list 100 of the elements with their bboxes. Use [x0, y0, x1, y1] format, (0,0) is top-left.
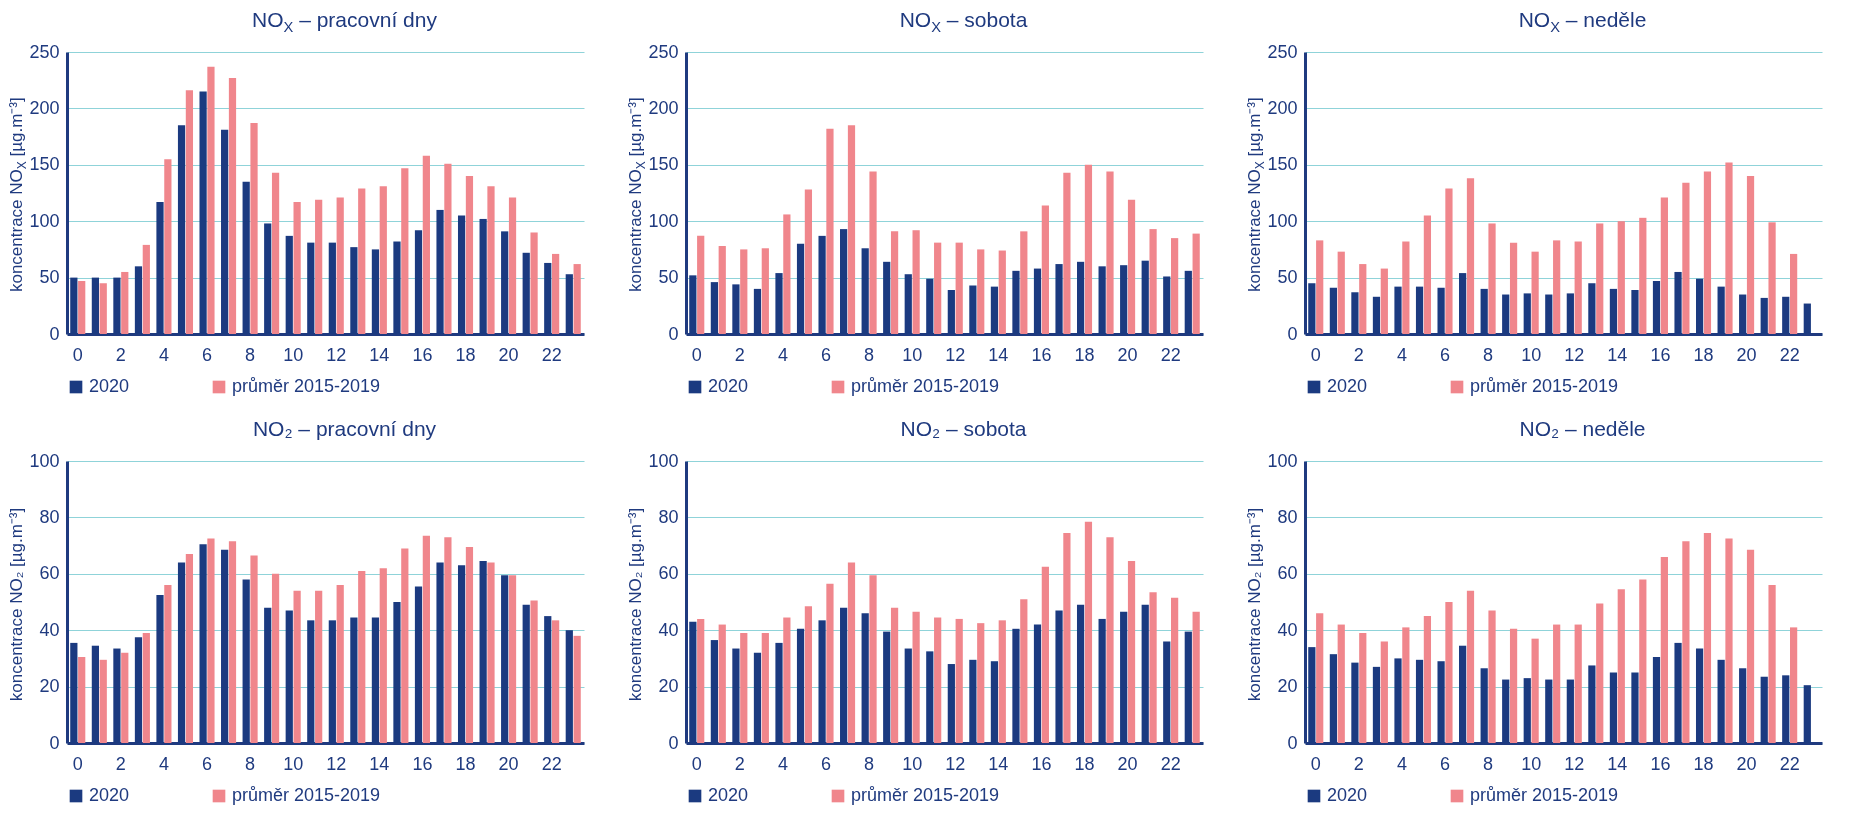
bar: [530, 232, 538, 334]
x-tick-label: 20: [498, 753, 519, 774]
y-tick-label: 20: [658, 676, 679, 697]
bar: [783, 214, 791, 334]
bar: [1790, 253, 1798, 334]
x-tick-label: 22: [541, 753, 562, 774]
x-tick-label: 18: [1074, 753, 1095, 774]
x-tick-label: 22: [1160, 344, 1181, 365]
chart-title: NO$_{X}$ – sobota: [898, 8, 1029, 36]
legend-label: 2020: [89, 785, 130, 805]
legend-label: průměr 2015-2019: [1470, 785, 1619, 805]
bar: [1509, 242, 1518, 334]
bar: [99, 659, 107, 743]
bar: [250, 123, 258, 334]
x-tick-label: 8: [1483, 344, 1494, 365]
bar: [1063, 172, 1071, 334]
bar: [1488, 610, 1496, 743]
bar: [1192, 611, 1200, 743]
bar: [121, 271, 129, 334]
y-axis-title: koncentrace NO₂ [µg.m⁻³]: [6, 507, 28, 701]
bar: [761, 633, 769, 743]
x-tick-label: 0: [72, 753, 83, 774]
x-tick-label: 16: [412, 753, 433, 774]
bar: [998, 250, 1006, 334]
legend-label: 2020: [89, 376, 130, 396]
bar: [1020, 599, 1028, 743]
x-tick-label: 14: [369, 753, 390, 774]
x-tick-label: 0: [1310, 344, 1321, 365]
x-tick-label: 18: [1693, 753, 1714, 774]
bar: [1703, 171, 1712, 334]
bar: [826, 583, 834, 743]
bar: [552, 253, 560, 334]
x-tick-label: 10: [902, 753, 923, 774]
bar: [1149, 229, 1157, 334]
y-tick-label: 50: [39, 267, 60, 288]
y-tick-label: 0: [668, 732, 679, 753]
x-tick-label: 2: [1353, 344, 1364, 365]
bar: [1041, 205, 1049, 334]
x-tick-label: 2: [115, 344, 126, 365]
x-tick-label: 6: [202, 753, 213, 774]
bar: [250, 555, 258, 743]
y-tick-label: 200: [29, 97, 60, 118]
bar: [1660, 197, 1668, 334]
y-tick-label: 150: [29, 154, 60, 175]
legend-label: průměr 2015-2019: [232, 785, 381, 805]
bar: [465, 547, 474, 743]
bar: [1106, 537, 1114, 743]
x-tick-label: 8: [245, 753, 256, 774]
bar: [1402, 627, 1410, 743]
x-tick-label: 20: [1736, 753, 1757, 774]
x-tick-label: 2: [734, 753, 745, 774]
bar: [1127, 199, 1136, 334]
bar: [1768, 222, 1776, 334]
bar: [718, 624, 726, 743]
x-tick-label: 18: [1074, 344, 1095, 365]
y-tick-label: 60: [658, 563, 679, 584]
bar: [1380, 268, 1388, 334]
bar: [422, 535, 430, 743]
bar: [1106, 171, 1114, 334]
bar: [142, 633, 150, 743]
y-tick-label: 150: [648, 154, 679, 175]
x-tick-label: 8: [1483, 753, 1494, 774]
y-tick-label: 100: [1267, 450, 1298, 471]
bar: [1660, 556, 1668, 743]
x-tick-label: 6: [1440, 344, 1451, 365]
bar: [336, 197, 344, 334]
bar: [1084, 164, 1093, 334]
bar: [401, 168, 409, 334]
x-tick-label: 22: [1160, 753, 1181, 774]
bar: [379, 186, 387, 334]
bar: [1639, 579, 1647, 743]
x-tick-label: 2: [1353, 753, 1364, 774]
bar: [1725, 162, 1733, 334]
y-tick-label: 0: [1287, 323, 1298, 344]
x-tick-label: 4: [1396, 753, 1407, 774]
bar: [1316, 240, 1324, 334]
bar: [1337, 624, 1345, 743]
bar: [934, 242, 942, 334]
bar: [955, 242, 963, 334]
chart-title: NO$_{X}$ – neděle: [1517, 8, 1648, 36]
bar: [1380, 641, 1388, 743]
bar: [358, 188, 366, 334]
bar: [1316, 613, 1324, 743]
bar: [573, 264, 581, 334]
y-tick-label: 80: [39, 506, 60, 527]
y-tick-label: 250: [29, 41, 60, 62]
legend-label: průměr 2015-2019: [1470, 376, 1619, 396]
bar: [1639, 217, 1647, 334]
legend-label: průměr 2015-2019: [232, 376, 381, 396]
x-tick-label: 14: [1607, 753, 1628, 774]
x-tick-label: 12: [326, 753, 347, 774]
bar: [912, 611, 920, 743]
bar: [573, 635, 581, 743]
y-tick-label: 100: [29, 450, 60, 471]
y-tick-label: 100: [648, 210, 679, 231]
x-tick-label: 4: [158, 344, 169, 365]
y-tick-label: 100: [648, 450, 679, 471]
chart-title: NO$_{X}$ – pracovní dny: [251, 8, 438, 36]
bar: [465, 176, 474, 334]
x-tick-label: 12: [1564, 344, 1585, 365]
